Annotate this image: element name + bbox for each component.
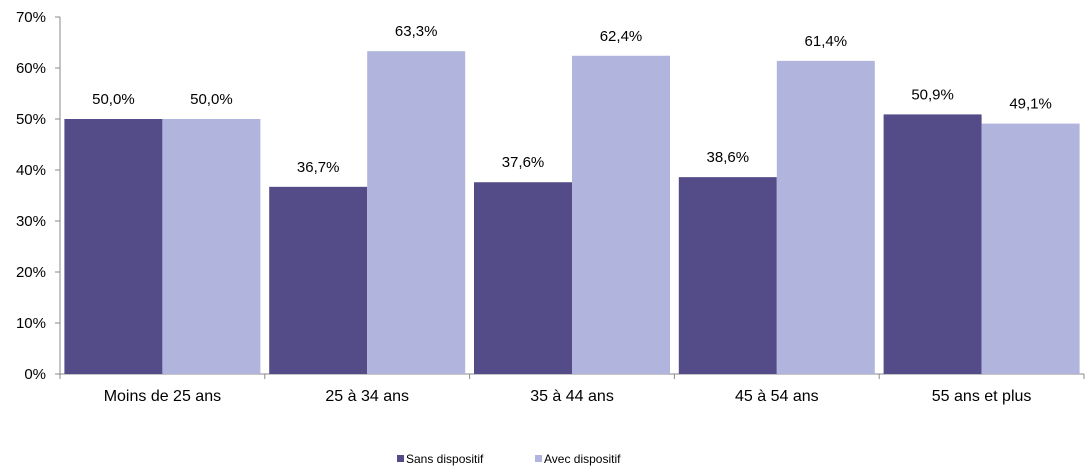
data-label: 49,1% <box>1009 96 1052 113</box>
bar <box>367 51 466 375</box>
bar <box>776 60 875 375</box>
bar <box>474 182 572 374</box>
data-label: 63,3% <box>395 23 438 40</box>
y-tick-label: 50% <box>16 111 46 128</box>
y-tick-label: 30% <box>16 213 46 230</box>
legend-label: Avec dispositif <box>544 452 621 466</box>
legend: Sans dispositif Avec dispositif <box>397 452 621 466</box>
y-tick-label: 20% <box>16 264 46 281</box>
y-tick-label: 40% <box>16 162 46 179</box>
bar <box>64 119 163 374</box>
data-label: 38,6% <box>707 149 750 166</box>
y-tick-label: 10% <box>16 315 46 332</box>
data-label: 50,0% <box>190 91 233 108</box>
bar <box>678 177 777 374</box>
legend-label: Sans dispositif <box>406 452 484 466</box>
legend-swatch <box>535 455 542 462</box>
bar <box>572 55 670 374</box>
x-tick-label: 35 à 44 ans <box>530 388 614 405</box>
x-tick-label: 25 à 34 ans <box>325 388 409 405</box>
bars <box>64 51 1080 375</box>
data-label: 50,0% <box>92 91 135 108</box>
bar <box>269 186 368 374</box>
y-tick-label: 70% <box>16 9 46 26</box>
bar <box>883 114 982 374</box>
y-tick-label: 0% <box>24 366 46 383</box>
legend-swatch <box>397 455 404 462</box>
bar <box>162 119 261 374</box>
x-axis: Moins de 25 ans 25 à 34 ans 35 à 44 ans 45 … <box>59 373 1085 405</box>
x-tick-label: Moins de 25 ans <box>104 388 221 405</box>
data-label: 50,9% <box>911 86 954 103</box>
y-tick-label: 60% <box>16 60 46 77</box>
bar <box>981 123 1080 374</box>
x-tick-label: 45 à 54 ans <box>735 388 819 405</box>
data-labels: 50,0% 50,0% 36,7% 63,3% 37,6% 62,4% 38,6% 61,4%… <box>92 23 1052 176</box>
x-tick-label: 55 ans et plus <box>932 388 1032 405</box>
data-label: 37,6% <box>502 154 545 171</box>
data-label: 36,7% <box>297 159 340 176</box>
data-label: 61,4% <box>805 33 848 50</box>
data-label: 62,4% <box>600 28 643 45</box>
y-axis: 0% 10% 20% 30% 40% 50% 60% 70% <box>16 9 61 383</box>
